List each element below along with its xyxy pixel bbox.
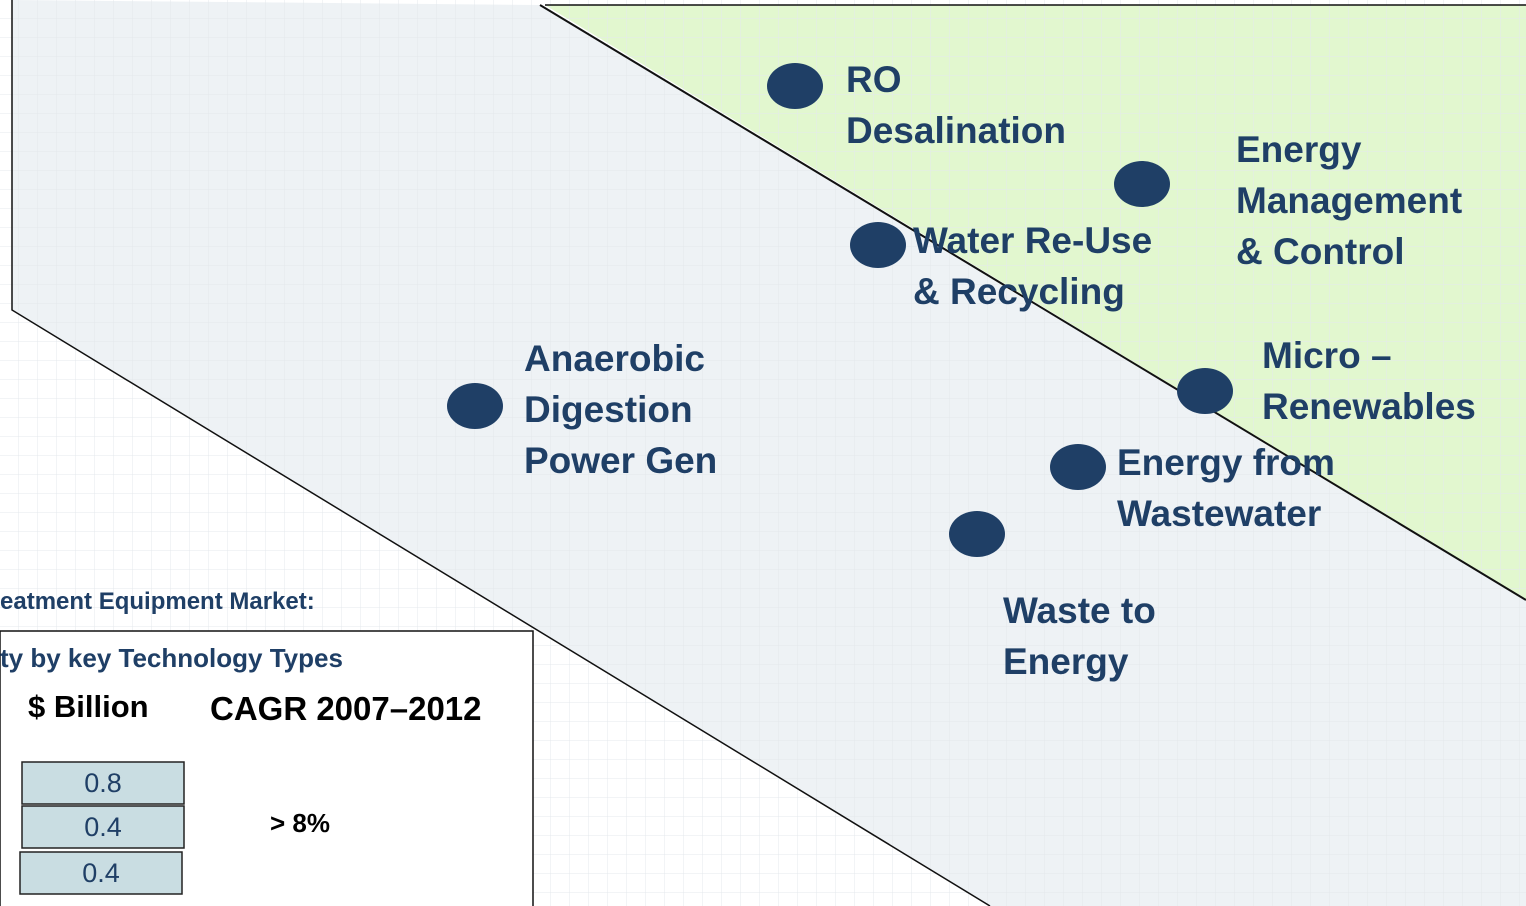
node-label: Power Gen bbox=[524, 440, 717, 481]
node-dot bbox=[447, 383, 503, 429]
node-dot bbox=[1050, 444, 1106, 490]
legend-title: eatment Equipment Market: bbox=[0, 588, 315, 615]
node-label: RO bbox=[846, 59, 902, 100]
node-label: Management bbox=[1236, 180, 1462, 221]
column-header: $ Billion bbox=[28, 689, 149, 724]
node-label: Renewables bbox=[1262, 386, 1476, 427]
cagr: > 8% bbox=[270, 808, 330, 838]
node-label: Digestion bbox=[524, 389, 693, 430]
band-edge bbox=[11, 0, 991, 906]
node-label: Waste to bbox=[1003, 590, 1156, 631]
node-label: Water Re-Use bbox=[913, 220, 1152, 261]
node-label: Wastewater bbox=[1117, 493, 1321, 534]
value-box bbox=[19, 851, 183, 895]
value: 0.4 bbox=[84, 812, 122, 842]
node-dot bbox=[850, 222, 906, 268]
node-dot bbox=[767, 63, 823, 109]
value-box bbox=[21, 805, 185, 849]
legend-subtitle: ty by key Technology Types bbox=[0, 643, 343, 673]
column-header: CAGR 2007–2012 bbox=[210, 690, 482, 727]
node-dot bbox=[1177, 368, 1233, 414]
node-label: Energy from bbox=[1117, 442, 1335, 483]
node-label: Micro – bbox=[1262, 335, 1392, 376]
value: 0.8 bbox=[84, 768, 122, 798]
band-edge bbox=[539, 4, 1526, 601]
value-box bbox=[21, 761, 185, 805]
node-label: Energy bbox=[1236, 129, 1362, 170]
node-label: Desalination bbox=[846, 110, 1066, 151]
node-label: Anaerobic bbox=[524, 338, 705, 379]
node-label: & Control bbox=[1236, 231, 1405, 272]
node-dot bbox=[949, 511, 1005, 557]
value: 0.4 bbox=[82, 858, 120, 888]
node-dot bbox=[1114, 161, 1170, 207]
node-label: & Recycling bbox=[913, 271, 1125, 312]
node-label: Energy bbox=[1003, 641, 1129, 682]
